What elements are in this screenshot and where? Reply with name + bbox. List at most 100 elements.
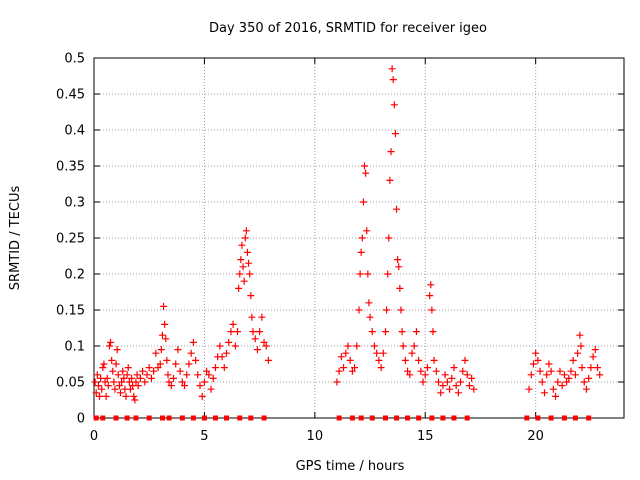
- data-point: [181, 382, 189, 390]
- data-point: [545, 360, 553, 368]
- data-point: [552, 392, 560, 400]
- data-point: [468, 374, 476, 382]
- data-point: [164, 371, 172, 379]
- data-point: [158, 331, 166, 339]
- data-point: [237, 256, 245, 264]
- data-point: [426, 292, 434, 300]
- data-point: [189, 338, 197, 346]
- data-point: [419, 378, 427, 386]
- data-point: [556, 367, 564, 375]
- data-point: [547, 367, 555, 375]
- data-point: [108, 356, 116, 364]
- zero-marker: [261, 415, 267, 421]
- data-point: [399, 342, 407, 350]
- data-point: [417, 367, 425, 375]
- data-point: [457, 378, 465, 386]
- data-point: [558, 382, 566, 390]
- zero-marker: [464, 415, 470, 421]
- data-point: [245, 259, 253, 267]
- x-tick-label: 5: [200, 429, 208, 444]
- data-point: [187, 349, 195, 357]
- x-tick-label: 0: [90, 429, 98, 444]
- data-point: [538, 378, 546, 386]
- zero-marker: [535, 415, 541, 421]
- data-point: [585, 374, 593, 382]
- data-point: [240, 277, 248, 285]
- data-point: [203, 367, 211, 375]
- y-tick-label: 0.1: [64, 340, 85, 355]
- data-point: [359, 198, 367, 206]
- data-point: [565, 374, 573, 382]
- data-point: [130, 392, 138, 400]
- data-point: [591, 346, 599, 354]
- data-point: [356, 270, 364, 278]
- data-points: [91, 65, 604, 404]
- zero-marker: [93, 415, 99, 421]
- data-point: [446, 385, 454, 393]
- data-point: [432, 367, 440, 375]
- data-point: [346, 356, 354, 364]
- data-point: [251, 335, 259, 343]
- data-point: [543, 371, 551, 379]
- data-point: [594, 364, 601, 372]
- data-point: [247, 292, 255, 300]
- data-point: [131, 396, 139, 404]
- data-point: [578, 364, 586, 372]
- data-point: [388, 65, 396, 73]
- data-point: [441, 371, 449, 379]
- data-point: [373, 349, 381, 357]
- zero-marker: [586, 415, 592, 421]
- data-point: [549, 385, 557, 393]
- data-point: [364, 270, 372, 278]
- data-point: [430, 356, 438, 364]
- data-point: [577, 342, 585, 350]
- data-point: [249, 328, 257, 336]
- data-point: [382, 328, 389, 336]
- data-point: [574, 349, 582, 357]
- data-point: [94, 382, 102, 390]
- data-point: [454, 389, 462, 397]
- data-point: [119, 367, 127, 375]
- data-point: [412, 328, 420, 336]
- y-tick-label: 0: [77, 412, 85, 427]
- data-point: [162, 335, 170, 343]
- data-point: [340, 364, 348, 372]
- data-point: [160, 302, 168, 310]
- data-point: [91, 378, 99, 386]
- data-point: [427, 281, 435, 289]
- data-point: [408, 349, 416, 357]
- data-point: [397, 306, 405, 314]
- data-point: [361, 162, 369, 170]
- data-point: [207, 385, 215, 393]
- data-point: [470, 385, 478, 393]
- data-point: [170, 374, 177, 382]
- data-point: [560, 371, 568, 379]
- data-point: [185, 360, 193, 368]
- data-point: [262, 342, 270, 350]
- data-point: [393, 205, 401, 213]
- data-point: [92, 389, 100, 397]
- data-point: [157, 346, 165, 354]
- data-point: [532, 349, 540, 357]
- data-point: [102, 392, 110, 400]
- data-point: [96, 392, 104, 400]
- data-point: [248, 313, 256, 321]
- data-point: [125, 378, 133, 386]
- data-point: [421, 371, 429, 379]
- data-point: [150, 367, 158, 375]
- data-point: [124, 364, 132, 372]
- data-point: [241, 234, 249, 242]
- data-point: [220, 364, 228, 372]
- data-point: [450, 364, 458, 372]
- data-point: [395, 263, 403, 271]
- data-point: [200, 378, 208, 386]
- data-point: [122, 392, 130, 400]
- data-point: [209, 374, 217, 382]
- data-point: [333, 378, 341, 386]
- data-point: [194, 371, 202, 379]
- data-point: [172, 360, 180, 368]
- data-point: [525, 385, 533, 393]
- data-point: [589, 353, 597, 361]
- data-point: [117, 389, 124, 397]
- zero-marker: [146, 415, 152, 421]
